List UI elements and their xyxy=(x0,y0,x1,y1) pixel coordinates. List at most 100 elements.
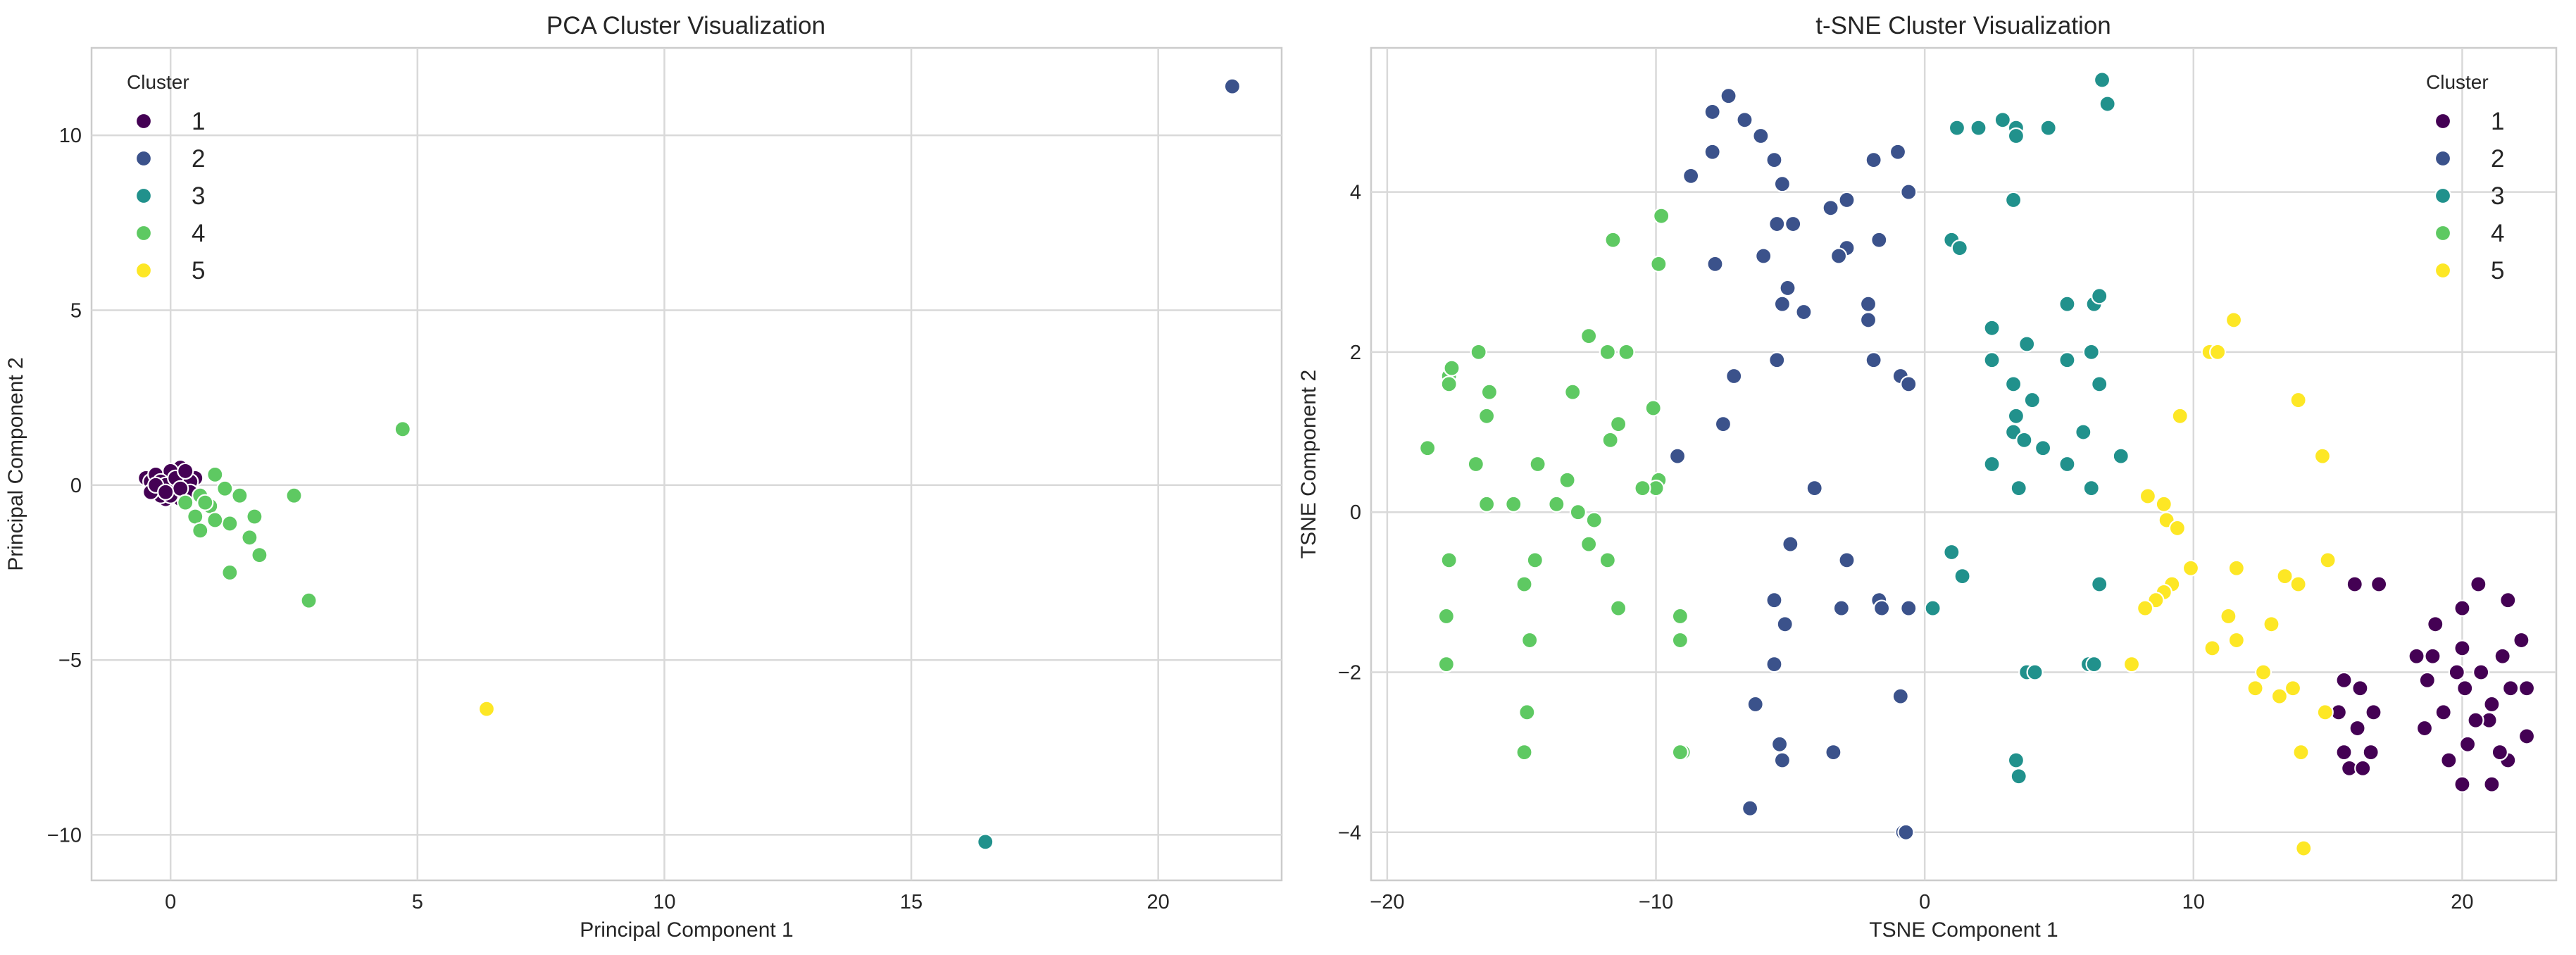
legend-marker xyxy=(135,224,153,242)
cluster-4-point xyxy=(1419,439,1437,457)
cluster-2-point xyxy=(1776,616,1794,633)
cluster-3-point xyxy=(2034,439,2052,457)
cluster-1-point xyxy=(2456,680,2474,697)
cluster-2-point xyxy=(1900,599,1918,617)
cluster-5-point xyxy=(2276,568,2294,585)
cluster-2-point xyxy=(1770,735,1789,753)
cluster-1-point xyxy=(2354,759,2372,777)
cluster-4-point xyxy=(1526,551,1544,569)
cluster-5-point xyxy=(2227,559,2245,577)
cluster-5-point xyxy=(2284,680,2302,697)
cluster-1-point xyxy=(2440,751,2458,769)
cluster-5-point xyxy=(2122,656,2141,673)
cluster-2-point xyxy=(1714,416,1732,433)
legend-entry-label: 1 xyxy=(2491,108,2504,135)
cluster-3-point xyxy=(2093,71,2111,89)
cluster-2-point xyxy=(1742,799,1759,817)
legend-title: Cluster xyxy=(127,71,189,93)
cluster-3-point xyxy=(2010,768,2027,785)
cluster-4-point xyxy=(1467,455,1484,473)
legend-title: Cluster xyxy=(2426,71,2489,93)
cluster-1-point xyxy=(2483,695,2501,713)
y-tick-label: −5 xyxy=(58,649,82,672)
y-tick-label: −10 xyxy=(47,824,82,847)
cluster-4-point xyxy=(1604,231,1622,249)
cluster-1-point xyxy=(2483,775,2501,793)
cluster-4-point xyxy=(196,494,214,511)
cluster-4-point xyxy=(1650,255,1668,273)
cluster-4-point xyxy=(1437,656,1455,673)
legend-marker xyxy=(135,187,153,205)
cluster-5-point xyxy=(2313,447,2332,465)
legend-entry-label: 4 xyxy=(192,220,205,247)
x-tick-label: 20 xyxy=(2451,891,2473,913)
y-axis-label: TSNE Component 2 xyxy=(1297,370,1320,558)
cluster-3-point xyxy=(2018,335,2036,353)
cluster-1-point xyxy=(2453,599,2471,617)
tsne-chart-title: t-SNE Cluster Visualization xyxy=(1815,12,2111,39)
y-tick-label: −2 xyxy=(1338,662,1361,685)
cluster-2-point xyxy=(1703,143,1721,161)
cluster-2-point xyxy=(1682,167,1700,185)
cluster-1-point xyxy=(2518,680,2536,697)
legend-entry-label: 1 xyxy=(192,108,205,135)
cluster-4-point xyxy=(1440,551,1458,569)
legend-marker xyxy=(2434,224,2452,242)
cluster-5-point xyxy=(2155,495,2172,513)
cluster-1-point xyxy=(2365,704,2382,721)
cluster-2-point xyxy=(1768,351,1786,369)
cluster-1-point xyxy=(2494,647,2511,665)
cluster-2-point xyxy=(1765,592,1783,609)
cluster-5-point xyxy=(2139,487,2157,505)
cluster-3-point xyxy=(2091,287,2108,305)
x-tick-label: 10 xyxy=(2182,891,2205,913)
legend-entry-label: 2 xyxy=(192,145,205,173)
cluster-2-point xyxy=(1784,215,1802,233)
cluster-4-point xyxy=(1558,471,1576,489)
cluster-2-point xyxy=(1865,151,1882,169)
cluster-1-point xyxy=(2458,735,2477,753)
cluster-4-point xyxy=(221,563,239,582)
cluster-2-point xyxy=(1765,151,1783,169)
x-tick-label: 0 xyxy=(1919,891,1930,913)
cluster-2-point xyxy=(1825,744,1842,761)
cluster-2-point xyxy=(1795,303,1813,321)
cluster-5-point xyxy=(2203,639,2221,657)
cluster-2-point xyxy=(1889,143,1907,161)
cluster-2-point xyxy=(1830,247,1848,265)
cluster-4-point xyxy=(246,508,263,525)
cluster-4-point xyxy=(1440,375,1458,393)
legend-entry-label: 3 xyxy=(2491,182,2504,210)
x-tick-label: 15 xyxy=(900,891,923,913)
cluster-3-point xyxy=(1983,455,2001,473)
cluster-3-point xyxy=(2058,455,2076,473)
cluster-4-point xyxy=(394,420,411,438)
cluster-5-point xyxy=(2227,631,2245,649)
cluster-5-point xyxy=(2137,599,2154,617)
cluster-2-point xyxy=(1746,695,1764,713)
cluster-1-point xyxy=(157,483,175,501)
cluster-1-point xyxy=(2335,671,2353,689)
cluster-1-point xyxy=(2518,728,2536,745)
cluster-2-point xyxy=(1873,599,1891,617)
plot-area xyxy=(1370,46,2558,882)
cluster-4-point xyxy=(1480,383,1499,401)
cluster-4-point xyxy=(206,511,224,529)
cluster-5-point xyxy=(2295,839,2313,857)
cluster-3-point xyxy=(2007,127,2025,145)
cluster-2-point xyxy=(1725,367,1743,385)
cluster-4-point xyxy=(285,487,303,504)
cluster-4-point xyxy=(1518,704,1536,721)
cluster-1-point xyxy=(2408,647,2425,665)
cluster-2-point xyxy=(1782,535,1799,553)
cluster-5-point xyxy=(2171,407,2189,425)
cluster-5-point xyxy=(2292,744,2310,761)
cluster-2-point xyxy=(1773,175,1791,193)
cluster-3-point xyxy=(1970,119,1987,137)
legend-entry-label: 3 xyxy=(192,182,205,210)
cluster-4-point xyxy=(1529,455,1546,473)
cluster-1-point xyxy=(2513,631,2530,649)
y-axis-label: Principal Component 2 xyxy=(4,357,27,571)
